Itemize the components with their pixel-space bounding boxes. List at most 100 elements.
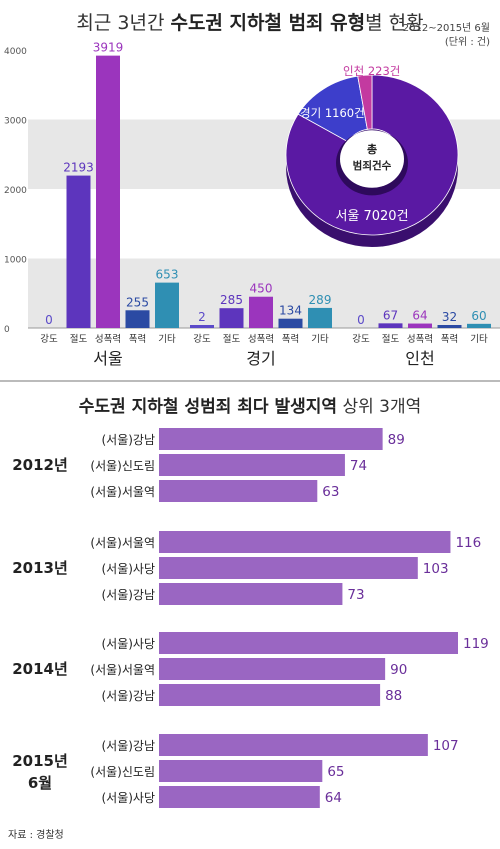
data-label: 2193 xyxy=(63,161,94,175)
data-label: 285 xyxy=(220,293,243,307)
crime-type-chart: 0 1000 2000 3000 4000 0 강도 2193 절도 3919 성폭력 255 폭력 65… xyxy=(4,41,500,368)
hbar-(서울)신도림 xyxy=(159,454,345,476)
category-label: 기타 xyxy=(311,334,329,345)
station-label: (서울)서울역 xyxy=(90,536,155,550)
category-label: 강도 xyxy=(193,334,211,345)
value-label: 74 xyxy=(350,458,367,474)
category-label: 폭력 xyxy=(282,333,299,345)
station-label: (서울)신도림 xyxy=(90,765,155,779)
value-label: 116 xyxy=(455,535,481,551)
year-label: 2015년 xyxy=(12,752,68,770)
station-label: (서울)사당 xyxy=(101,637,155,651)
group-label: 인천 xyxy=(405,349,434,368)
category-label: 기타 xyxy=(470,334,488,345)
category-label: 절도 xyxy=(70,333,88,345)
station-label: (서울)강남 xyxy=(101,739,155,753)
y-tick-label: 2000 xyxy=(4,186,27,196)
category-label: 폭력 xyxy=(129,333,146,345)
y-tick-label: 0 xyxy=(4,325,10,335)
pie-label-seoul: 서울 7020건 xyxy=(335,209,408,224)
station-label: (서울)서울역 xyxy=(90,663,155,677)
data-label: 450 xyxy=(250,282,273,296)
value-label: 107 xyxy=(433,738,459,754)
source-note: 자료 : 경찰청 xyxy=(8,830,64,841)
group-label: 경기 xyxy=(246,349,275,368)
station-label: (서울)사당 xyxy=(101,791,155,805)
year-label: 6월 xyxy=(28,774,52,792)
year-label: 2014년 xyxy=(12,660,68,678)
y-tick-label: 4000 xyxy=(4,47,27,57)
hbar-(서울)강남 xyxy=(159,734,428,756)
bar-경기-절도 xyxy=(219,308,244,328)
pie-label-gyeonggi: 경기 1160건 xyxy=(300,106,365,120)
hbar-(서울)강남 xyxy=(159,428,383,450)
data-label: 134 xyxy=(279,304,302,318)
category-label: 성폭력 xyxy=(248,333,274,345)
data-label: 0 xyxy=(45,313,53,327)
hbar-(서울)강남 xyxy=(159,583,343,605)
category-label: 강도 xyxy=(352,334,370,345)
hbar-(서울)사당 xyxy=(159,557,418,579)
value-label: 119 xyxy=(463,636,489,652)
value-label: 73 xyxy=(347,587,364,603)
hbar-(서울)사당 xyxy=(159,632,458,654)
period-note: 2012~2015년 6월 (단위 : 건) xyxy=(402,23,490,48)
pie-center-label: 범죄건수 xyxy=(353,159,392,172)
bar-경기-강도 xyxy=(190,325,214,328)
category-label: 성폭력 xyxy=(95,333,121,345)
bar-경기-성폭력 xyxy=(249,296,273,328)
category-label: 강도 xyxy=(40,334,58,345)
year-label: 2012년 xyxy=(12,456,68,474)
data-label: 255 xyxy=(126,295,149,309)
category-label: 폭력 xyxy=(441,333,458,345)
bar-서울-성폭력 xyxy=(96,55,120,328)
pie-label-incheon: 인천 223건 xyxy=(343,64,400,78)
bar-서울-절도 xyxy=(66,175,91,328)
hbar-(서울)신도림 xyxy=(159,760,323,782)
value-label: 63 xyxy=(322,484,339,500)
bar-인천-기타 xyxy=(467,323,491,328)
station-label: (서울)강남 xyxy=(101,689,155,703)
pie-slice-인천 xyxy=(357,74,373,130)
category-label: 기타 xyxy=(158,334,176,345)
pie-center-label: 총 xyxy=(367,142,377,156)
section-divider xyxy=(0,380,500,382)
category-label: 절도 xyxy=(223,333,241,345)
hbar-(서울)서울역 xyxy=(159,658,386,680)
data-label: 653 xyxy=(156,268,179,282)
ranking-title: 수도권 지하철 성범죄 최다 발생지역 상위 3개역 xyxy=(78,397,422,417)
category-label: 성폭력 xyxy=(407,333,433,345)
bar-경기-폭력 xyxy=(278,318,303,328)
value-label: 65 xyxy=(327,764,344,780)
data-label: 0 xyxy=(357,313,365,327)
bar-인천-폭력 xyxy=(437,325,462,328)
year-label: 2013년 xyxy=(12,559,68,577)
category-label: 절도 xyxy=(382,333,400,345)
data-label: 60 xyxy=(471,309,486,323)
data-label: 289 xyxy=(309,293,332,307)
chart-title: 최근 3년간 수도권 지하철 범죄 유형별 현황 xyxy=(76,12,424,34)
value-label: 64 xyxy=(325,790,342,806)
value-label: 88 xyxy=(385,688,402,704)
data-label: 3919 xyxy=(93,41,124,55)
station-label: (서울)강남 xyxy=(101,588,155,602)
bar-서울-기타 xyxy=(155,282,179,328)
hbar-(서울)사당 xyxy=(159,786,320,808)
bar-서울-폭력 xyxy=(125,310,150,328)
station-label: (서울)강남 xyxy=(101,433,155,447)
value-label: 89 xyxy=(388,432,405,448)
station-label: (서울)신도림 xyxy=(90,459,155,473)
y-tick-label: 1000 xyxy=(4,256,27,266)
data-label: 64 xyxy=(412,309,427,323)
bar-인천-절도 xyxy=(378,323,403,328)
hbar-(서울)강남 xyxy=(159,684,381,706)
hbar-(서울)서울역 xyxy=(159,531,451,553)
value-label: 90 xyxy=(390,662,407,678)
data-label: 32 xyxy=(442,310,457,324)
y-tick-label: 3000 xyxy=(4,117,27,127)
group-label: 서울 xyxy=(93,349,122,368)
bar-경기-기타 xyxy=(308,307,332,328)
pie-hole xyxy=(340,130,404,188)
bar-인천-성폭력 xyxy=(408,323,432,328)
